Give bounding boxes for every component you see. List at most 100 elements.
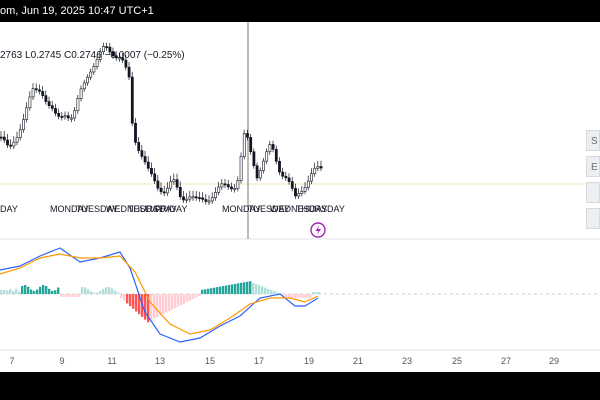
candle-body — [303, 187, 307, 192]
candle-body — [239, 156, 243, 181]
macd-histogram-bar — [123, 294, 126, 301]
side-button-e[interactable]: E — [586, 156, 600, 177]
candle-body — [54, 108, 57, 114]
candle-body — [162, 191, 166, 194]
ohlc-low: 0.2745 — [30, 50, 62, 61]
day-label: DAY — [0, 204, 18, 214]
macd-histogram-bar — [99, 291, 102, 294]
x-axis-tick: 25 — [451, 356, 463, 366]
side-button-4[interactable] — [586, 208, 600, 229]
macd-histogram-bar — [63, 294, 66, 297]
macd-histogram-bar — [249, 281, 252, 294]
macd-histogram-bar — [264, 287, 267, 294]
candle-body — [316, 166, 320, 169]
candle-body — [306, 180, 310, 188]
macd-histogram-bar — [84, 287, 87, 294]
candle-body — [191, 196, 195, 199]
macd-histogram-bar — [165, 294, 168, 313]
macd-histogram-bar — [288, 294, 291, 298]
candle-body — [300, 191, 304, 194]
macd-histogram-bar — [195, 294, 198, 298]
candle-body — [121, 57, 125, 61]
candle-body — [249, 137, 253, 153]
candle-body — [252, 151, 256, 167]
candle-body — [140, 150, 144, 157]
candle-body — [220, 183, 224, 188]
macd-histogram-bar — [72, 294, 75, 297]
candle-body — [242, 133, 246, 157]
candle-body — [169, 181, 173, 189]
side-button-s[interactable]: S — [586, 130, 600, 151]
candle-body — [95, 59, 99, 67]
candle-body — [246, 133, 249, 138]
candle-body — [41, 91, 45, 96]
candle-body — [172, 179, 176, 183]
candle-body — [105, 46, 109, 49]
candle-body — [166, 187, 169, 194]
macd-histogram-bar — [171, 294, 174, 310]
candle-body — [310, 173, 313, 182]
macd-histogram-bar — [39, 286, 42, 294]
macd-histogram-bar — [210, 288, 213, 294]
candle-body — [159, 187, 163, 193]
candle-body — [319, 166, 323, 169]
candle-body — [137, 142, 141, 151]
signal-line — [0, 253, 319, 335]
side-button-3[interactable] — [586, 182, 600, 203]
candle-body — [44, 95, 48, 102]
x-axis-tick: 9 — [59, 356, 65, 366]
candle-body — [15, 137, 19, 143]
day-label: MONDAY — [50, 204, 89, 214]
candle-body — [66, 115, 70, 119]
macd-histogram-bar — [66, 294, 69, 297]
day-label: WEDNESDAY — [106, 204, 163, 214]
candle-body — [207, 200, 211, 203]
macd-histogram-bar — [300, 294, 303, 298]
day-label: MONDAY — [222, 204, 261, 214]
macd-histogram-bar — [213, 287, 216, 294]
candle-body — [182, 196, 185, 201]
candle-body — [214, 192, 217, 199]
candle-body — [63, 115, 67, 118]
macd-histogram-bar — [297, 294, 300, 298]
bottom-bar — [0, 372, 600, 400]
candles-group — [0, 42, 323, 206]
price-chart-svg[interactable]: DAY MONDAY TUESDAY WEDNESDAY THURSDAY FR… — [0, 22, 600, 372]
candle-body — [201, 197, 205, 200]
macd-histogram-bar — [126, 294, 129, 304]
macd-histogram-bar — [204, 289, 207, 294]
macd-histogram-bar — [60, 294, 63, 297]
macd-histogram-bar — [21, 286, 24, 294]
macd-histogram-bar — [33, 290, 36, 294]
macd-histogram-bar — [114, 290, 117, 294]
ohlc-readout: 2763 L0.2745 C0.2746 −0.0007 (−0.25%) — [0, 50, 185, 61]
candle-body — [146, 161, 150, 169]
candle-body — [194, 196, 198, 199]
macd-histogram-bar — [186, 294, 189, 302]
candle-body — [290, 181, 294, 189]
macd-histogram-bar — [138, 294, 141, 315]
macd-histogram-bar — [93, 292, 96, 294]
macd-histogram-bar — [42, 285, 45, 294]
macd-histogram-bar — [129, 294, 132, 307]
candle-body — [57, 112, 61, 117]
chart-area[interactable]: DAY MONDAY TUESDAY WEDNESDAY THURSDAY FR… — [0, 22, 600, 372]
macd-histogram-bar — [228, 284, 231, 294]
day-label: TUESDAY — [76, 204, 118, 214]
candle-body — [73, 110, 77, 119]
macd-histogram-bar — [198, 294, 201, 296]
macd-histogram-bar — [222, 286, 225, 294]
macd-histogram-bar — [24, 285, 27, 294]
candle-body — [98, 51, 102, 60]
ohlc-open: 2763 — [0, 50, 23, 61]
candle-body — [82, 82, 86, 90]
x-axis-tick: 19 — [303, 356, 315, 366]
candle-body — [188, 196, 192, 200]
macd-histogram-bar — [285, 294, 288, 298]
lightning-icon[interactable] — [310, 222, 326, 238]
macd-histogram-bar — [69, 294, 72, 297]
macd-histogram-bar — [267, 288, 270, 294]
macd-histogram-bar — [294, 294, 297, 298]
candle-body — [118, 57, 121, 60]
candle-body — [102, 46, 105, 53]
